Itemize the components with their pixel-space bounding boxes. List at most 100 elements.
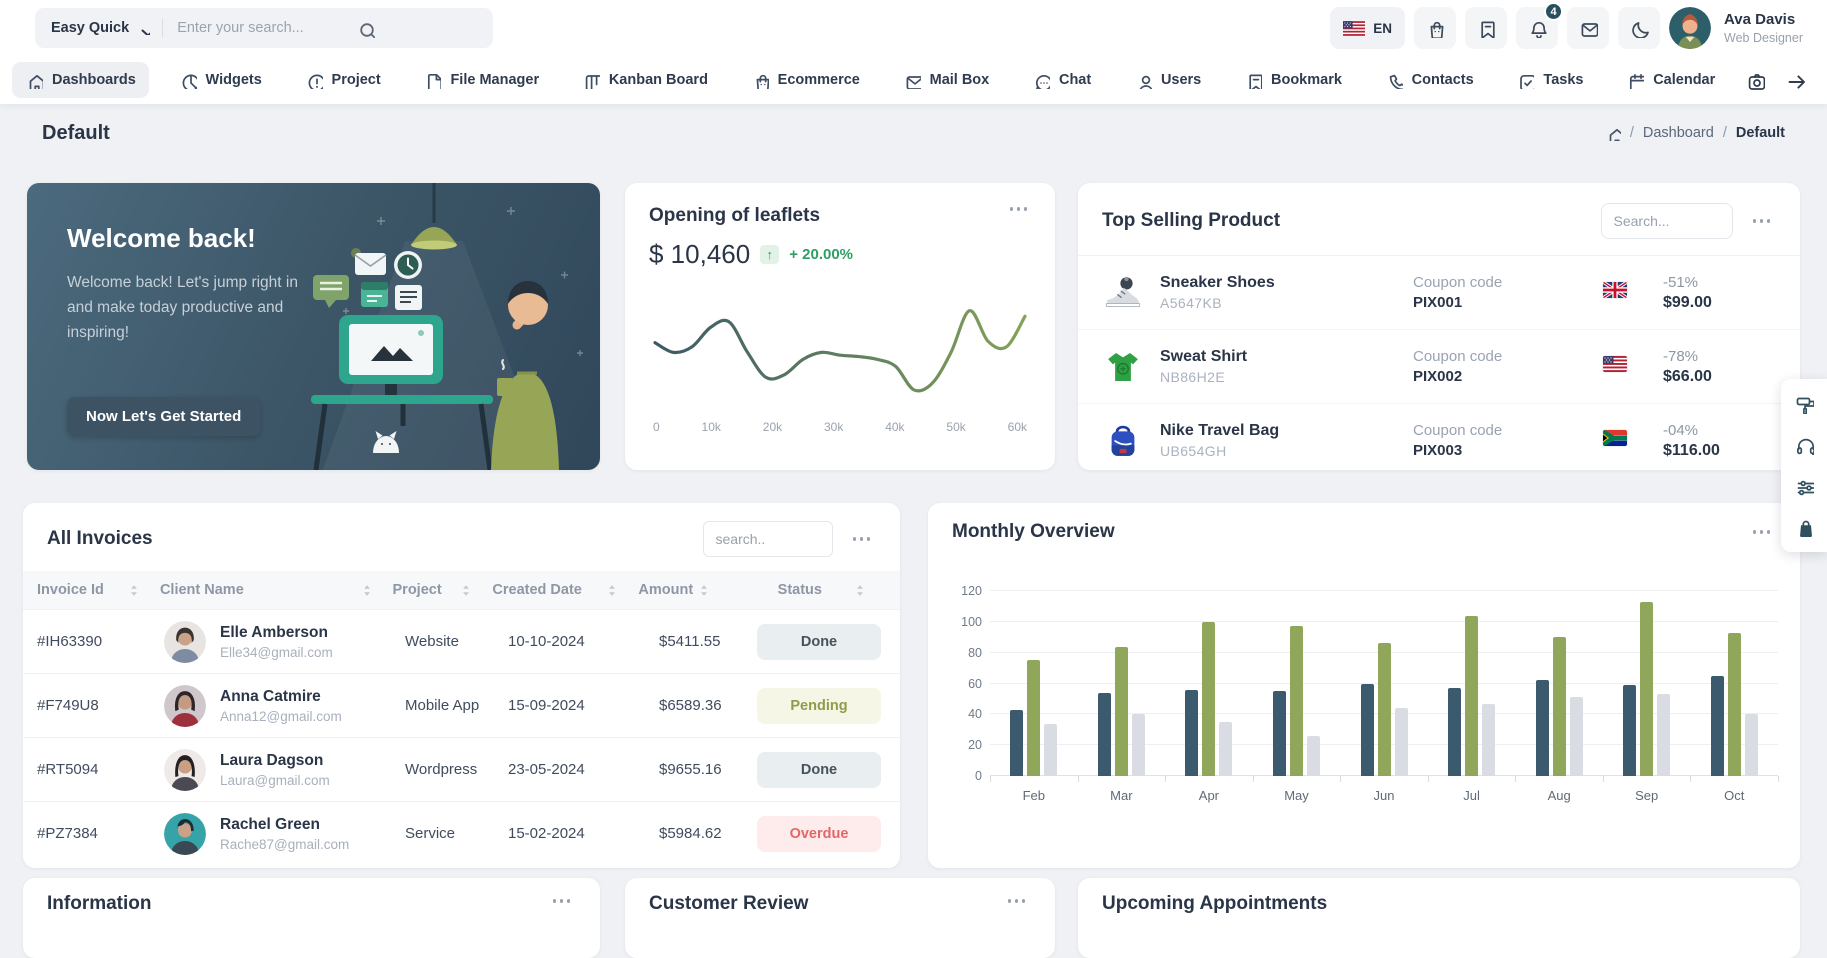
nav-item-project[interactable]: Project: [292, 62, 394, 98]
sort-icon[interactable]: [462, 584, 470, 597]
settings-button[interactable]: [1786, 468, 1822, 504]
table-row[interactable]: #RT5094 Laura Dagson Laura@gmail.com Wor…: [23, 737, 900, 801]
sort-icon[interactable]: [608, 584, 616, 597]
nav-item-ecommerce[interactable]: Ecommerce: [738, 62, 873, 98]
user-avatar[interactable]: [1669, 7, 1712, 49]
more-menu-icon[interactable]: [847, 531, 877, 547]
breadcrumb-dashboard[interactable]: Dashboard: [1642, 125, 1714, 141]
column-header-invoice-id[interactable]: Invoice Id: [37, 582, 160, 598]
column-header-project[interactable]: Project: [393, 582, 493, 598]
nav-item-bookmark[interactable]: Bookmark: [1231, 62, 1355, 98]
more-menu-icon[interactable]: [1747, 524, 1777, 540]
table-row[interactable]: #IH63390 Elle Amberson Elle34@gmail.com …: [23, 609, 900, 673]
search-input[interactable]: [175, 19, 345, 37]
sort-icon[interactable]: [363, 584, 371, 597]
sort-icon[interactable]: [700, 584, 708, 597]
invoice-search-input[interactable]: [702, 521, 833, 557]
language-selector[interactable]: EN: [1330, 7, 1406, 49]
us-flag-icon: [1603, 356, 1627, 372]
search-icon[interactable]: [356, 19, 376, 38]
client-avatar: [164, 620, 206, 663]
nav-item-widgets[interactable]: Widgets: [166, 62, 275, 98]
nav-item-calendar[interactable]: Calendar: [1613, 62, 1728, 98]
client-email: Laura@gmail.com: [220, 772, 330, 788]
more-menu-icon[interactable]: [1004, 201, 1034, 217]
status-badge: Done: [757, 623, 881, 660]
user-menu[interactable]: Ava Davis Web Designer: [1724, 11, 1803, 45]
product-row[interactable]: Sweat Shirt NB86H2E Coupon code PIX002 -…: [1078, 330, 1800, 404]
shop-button[interactable]: [1786, 509, 1822, 545]
nav-item-chat[interactable]: Chat: [1019, 62, 1104, 98]
sort-icon[interactable]: [130, 584, 138, 597]
bar-series-green-May: [1289, 626, 1303, 776]
nav-item-file-manager[interactable]: File Manager: [410, 62, 552, 98]
sort-icon[interactable]: [856, 584, 864, 597]
table-row[interactable]: #F749U8 Anna Catmire Anna12@gmail.com Mo…: [23, 673, 900, 737]
more-menu-icon[interactable]: [1747, 213, 1777, 229]
nav-item-kanban-board[interactable]: Kanban Board: [569, 62, 721, 98]
shopping-bag-icon: [1430, 21, 1444, 38]
quick-menu-dropdown[interactable]: Easy Quick: [51, 20, 151, 36]
invoice-date: 15-09-2024: [508, 697, 585, 714]
product-discount: -04%: [1663, 421, 1699, 439]
arrow-right-icon[interactable]: [1785, 70, 1805, 90]
home-icon: [29, 74, 43, 89]
chat-icon: [1035, 74, 1050, 89]
more-menu-icon[interactable]: [547, 893, 577, 909]
monthly-overview-card: Monthly Overview Feb Mar Apr May Jun Jul Aug Se…: [928, 503, 1800, 868]
bar-series-gray-Jul: [1482, 703, 1496, 776]
invoice-id: #RT5094: [37, 761, 99, 778]
column-header-client-name[interactable]: Client Name: [160, 582, 393, 598]
product-row[interactable]: Sneaker Shoes A5647KB Coupon code PIX001…: [1078, 256, 1800, 330]
more-menu-icon[interactable]: [1002, 893, 1032, 909]
theme-customizer-button[interactable]: [1786, 386, 1822, 422]
column-header-status[interactable]: Status: [730, 582, 886, 598]
invoice-project: Wordpress: [405, 761, 478, 778]
client-email: Rache87@gmail.com: [220, 836, 350, 852]
camera-icon[interactable]: [1745, 70, 1765, 90]
client-avatar: [164, 748, 206, 791]
moon-icon: [1632, 22, 1649, 38]
bar-series-dark-Jul: [1448, 688, 1462, 776]
bookmark-icon: [1249, 74, 1262, 89]
top-selling-title: Top Selling Product: [1102, 210, 1281, 231]
nav-item-tasks[interactable]: Tasks: [1503, 62, 1596, 98]
global-search[interactable]: Easy Quick: [35, 8, 493, 48]
status-badge: Pending: [757, 687, 881, 724]
nav-item-dashboards[interactable]: Dashboards: [12, 62, 149, 98]
nav-item-users[interactable]: Users: [1121, 62, 1214, 98]
product-sku: NB86H2E: [1160, 369, 1226, 385]
support-button[interactable]: [1786, 427, 1822, 463]
main-nav: Dashboards Widgets Project File Manager …: [0, 56, 1827, 104]
product-discount: -51%: [1663, 273, 1699, 291]
bar-series-dark-Oct: [1710, 675, 1724, 776]
nav-item-mail-box[interactable]: Mail Box: [890, 62, 1003, 98]
quick-menu-label: Easy Quick: [51, 20, 130, 36]
customer-review-title: Customer Review: [649, 893, 809, 914]
product-search-input[interactable]: [1600, 203, 1733, 239]
product-name: Nike Travel Bag: [1160, 422, 1280, 439]
table-row[interactable]: #PZ7384 Rachel Green Rache87@gmail.com S…: [23, 801, 900, 865]
bar-series-dark-Mar: [1097, 692, 1111, 776]
column-header-created-date[interactable]: Created Date: [492, 582, 638, 598]
column-header-amount[interactable]: Amount: [638, 582, 729, 598]
information-card: Information: [23, 878, 600, 958]
cart-button[interactable]: [1414, 7, 1457, 49]
get-started-button[interactable]: Now Let's Get Started: [67, 397, 261, 436]
bar-series-gray-Feb: [1044, 723, 1058, 776]
notifications-button[interactable]: 4: [1516, 2, 1564, 49]
bookmark-button[interactable]: [1465, 7, 1508, 49]
customer-review-card: Customer Review: [625, 878, 1055, 958]
nav-item-contacts[interactable]: Contacts: [1372, 62, 1487, 98]
nav-label: Chat: [1058, 72, 1092, 88]
bar-series-gray-Oct: [1744, 714, 1758, 776]
messages-button[interactable]: [1567, 7, 1610, 49]
arrow-up-icon: ↑: [760, 245, 780, 264]
bar-series-gray-Aug: [1569, 697, 1583, 776]
home-icon[interactable]: [1605, 125, 1621, 141]
dark-mode-toggle[interactable]: [1618, 7, 1661, 49]
page-title: Default: [42, 121, 110, 144]
bar-series-green-Feb: [1027, 660, 1041, 776]
product-row[interactable]: Nike Travel Bag UB654GH Coupon code PIX0…: [1078, 404, 1800, 477]
bar-series-gray-May: [1306, 735, 1320, 776]
